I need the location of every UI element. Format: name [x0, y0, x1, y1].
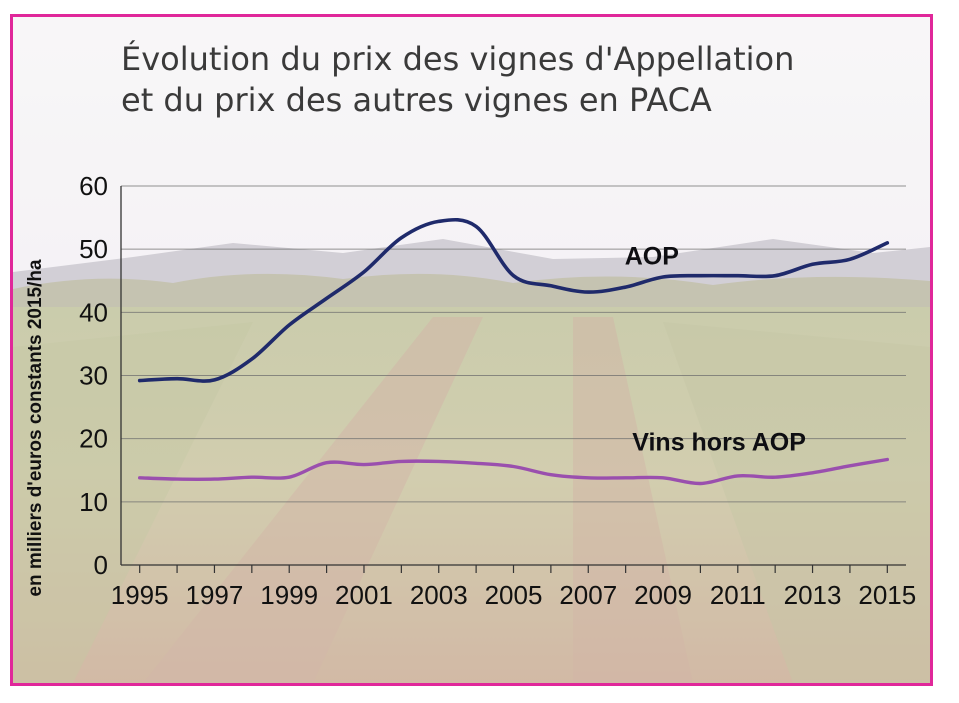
axes [120, 186, 906, 573]
x-tick-label-2015: 2015 [858, 580, 916, 610]
y-tick-label-30: 30 [79, 361, 108, 391]
y-axis-label: en milliers d'euros constants 2015/ha [25, 259, 46, 597]
series-label-aop: AOP [625, 242, 679, 270]
chart-title-line-1: Évolution du prix des vignes d'Appellati… [121, 40, 795, 78]
series-labels: AOP Vins hors AOP [625, 242, 806, 456]
chart-title: Évolution du prix des vignes d'Appellati… [121, 39, 794, 121]
x-tick-label-2007: 2007 [559, 580, 617, 610]
chart-title-line-2: et du prix des autres vignes en PACA [121, 81, 712, 119]
y-tick-label-50: 50 [79, 234, 108, 264]
series-line-aop [137, 217, 890, 383]
x-tick-label-2011: 2011 [710, 580, 766, 610]
gridlines [121, 185, 906, 503]
x-tick-label-2009: 2009 [634, 580, 692, 610]
x-tick-label-2013: 2013 [784, 580, 842, 610]
x-tick-label-2003: 2003 [410, 580, 468, 610]
series-lines [137, 217, 890, 486]
chart-frame: Évolution du prix des vignes d'Appellati… [10, 14, 933, 686]
line-chart: 0 10 20 30 40 50 60 1995 1997 1999 2001 2003 2005 20… [25, 171, 916, 610]
y-tick-label-0: 0 [94, 550, 108, 580]
vineyard-background [13, 17, 930, 683]
x-tick-labels: 1995 1997 1999 2001 2003 2005 2007 2009 2011 2013… [111, 580, 916, 610]
series-label-vins-hors-aop: Vins hors AOP [632, 429, 806, 457]
x-tick-label-2001: 2001 [335, 580, 393, 610]
x-tick-label-1999: 1999 [260, 580, 318, 610]
x-tick-label-1995: 1995 [111, 580, 169, 610]
series-line-vins-hors-aop [138, 457, 889, 486]
y-tick-label-10: 10 [79, 487, 108, 517]
x-tick-label-2005: 2005 [485, 580, 543, 610]
y-tick-label-60: 60 [79, 171, 108, 201]
y-tick-label-20: 20 [79, 424, 108, 454]
y-tick-label-40: 40 [79, 297, 108, 327]
x-tick-label-1997: 1997 [186, 580, 244, 610]
y-tick-labels: 0 10 20 30 40 50 60 [79, 171, 108, 580]
